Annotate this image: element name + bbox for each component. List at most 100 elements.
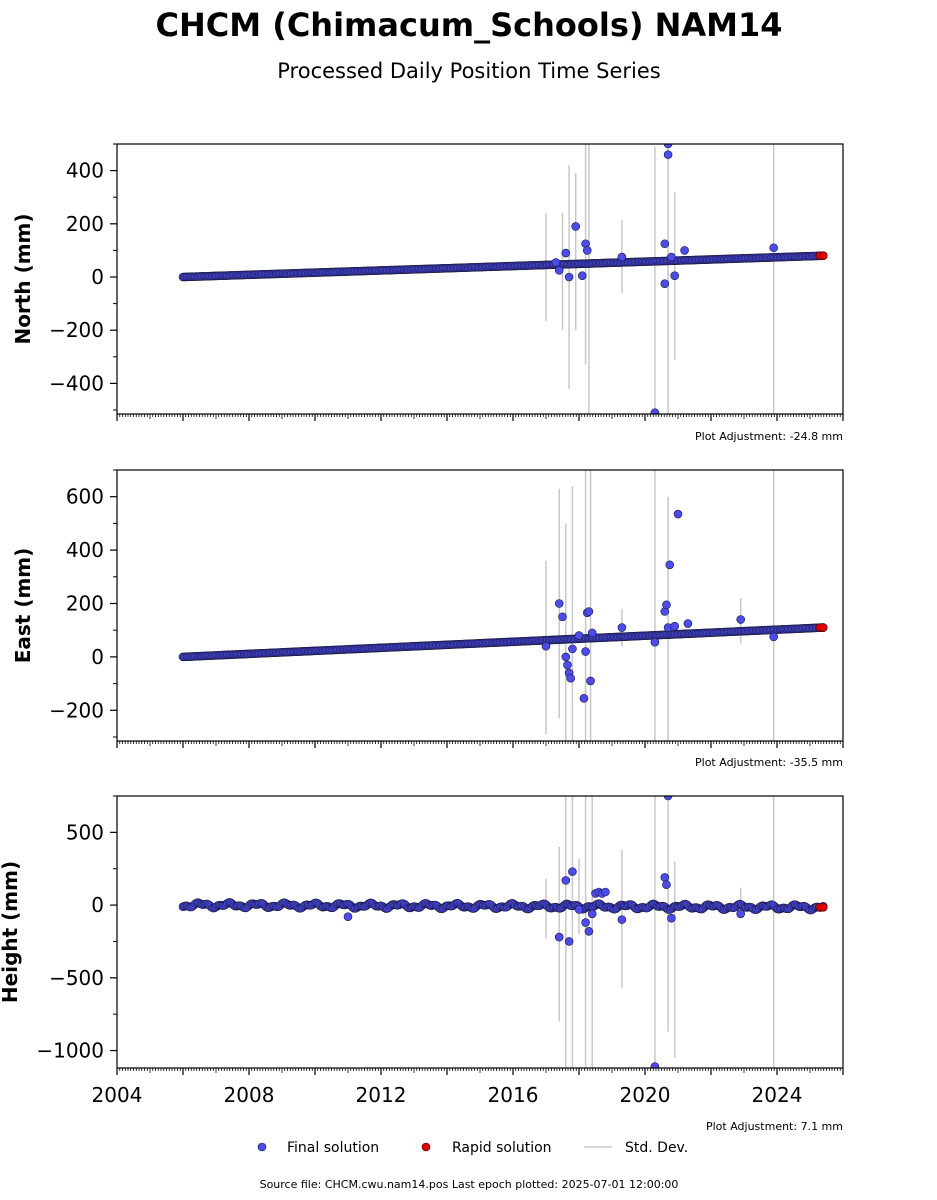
final-solution-point xyxy=(680,246,689,255)
rapid-solution-point xyxy=(818,251,828,261)
final-solution-point xyxy=(541,641,551,651)
y-axis-label: Height (mm) xyxy=(0,861,22,1003)
y-tick-label: −500 xyxy=(49,966,104,990)
final-solution-point xyxy=(660,279,670,288)
final-solution-point xyxy=(617,915,627,924)
final-solution-point xyxy=(563,660,572,670)
x-tick-label: 2024 xyxy=(752,1083,803,1107)
final-solution-point xyxy=(561,652,571,662)
final-solution-point xyxy=(558,612,567,622)
height-panel: −1000 −500 0 500 2004 2008 2012 2016 2020 2024 Hei… xyxy=(0,795,844,1133)
final-solution-point xyxy=(673,509,683,519)
east-panel: −200 0 200 400 600 East (mm) Plot Adjustment: … xyxy=(11,469,844,769)
final-solution-point xyxy=(574,905,584,914)
final-solution-point xyxy=(586,676,595,686)
plot-area xyxy=(178,470,828,741)
plot-frame xyxy=(116,469,844,742)
y-tick-label: 400 xyxy=(66,538,104,562)
plot-area xyxy=(178,144,828,414)
final-solution-point xyxy=(670,621,680,631)
rapid-solution-point xyxy=(818,902,828,912)
final-solution-point xyxy=(736,909,746,919)
legend-rapid-marker xyxy=(421,1142,431,1152)
y-tick-label: 600 xyxy=(66,485,104,509)
final-solution-point xyxy=(564,937,574,946)
y-tick-label: −200 xyxy=(49,698,104,722)
y-tick-label: 500 xyxy=(66,820,104,844)
final-solution-point xyxy=(665,560,675,570)
x-tick-label: 2004 xyxy=(92,1083,143,1107)
plot-frame xyxy=(116,795,844,1069)
final-solution-point xyxy=(554,932,564,942)
final-solution-point xyxy=(670,271,680,280)
chart-title: CHCM (Chimacum_Schools) NAM14 xyxy=(155,6,782,44)
final-solution-point xyxy=(736,615,746,624)
final-solution-point xyxy=(551,258,561,267)
final-solution-point xyxy=(568,644,577,654)
rapid-solution-point xyxy=(818,623,828,632)
y-tick-label: 200 xyxy=(66,212,104,236)
legend-final-label: Final solution xyxy=(287,1140,379,1156)
final-solution-point xyxy=(587,909,597,919)
plot-adjustment-note: Plot Adjustment: 7.1 mm xyxy=(706,1120,843,1133)
final-solution-point xyxy=(554,266,564,275)
chart-subtitle: Processed Daily Position Time Series xyxy=(277,59,661,83)
final-solution-point xyxy=(568,867,577,876)
final-solution-point xyxy=(663,796,673,801)
y-tick-label: −400 xyxy=(49,371,104,395)
final-solution-point xyxy=(561,876,571,885)
y-axis-label: North (mm) xyxy=(11,213,35,344)
y-tick-label: 200 xyxy=(66,591,104,615)
final-solution-point xyxy=(617,252,627,262)
final-solution-point xyxy=(662,600,671,610)
final-solution-point xyxy=(683,619,693,628)
final-solution-point xyxy=(650,637,660,647)
final-solution-point xyxy=(566,673,576,683)
y-tick-label: 0 xyxy=(91,265,104,289)
y-tick-label: 400 xyxy=(66,159,104,183)
x-tick-label: 2016 xyxy=(488,1083,539,1107)
final-solution-point xyxy=(662,880,671,890)
final-solution-point xyxy=(601,887,610,897)
final-solution-point xyxy=(667,913,676,923)
final-solution-point xyxy=(581,647,590,656)
x-tick-label: 2012 xyxy=(356,1083,407,1107)
source-footer: Source file: CHCM.cwu.nam14.pos Last epo… xyxy=(260,1178,679,1191)
final-solution-point xyxy=(561,248,571,258)
final-solution-point xyxy=(581,918,590,927)
final-solution-point xyxy=(574,631,584,640)
plot-adjustment-note: Plot Adjustment: -35.5 mm xyxy=(695,756,843,769)
y-tick-label: −1000 xyxy=(36,1039,104,1063)
plot-area xyxy=(178,796,828,1068)
x-tick-label: 2020 xyxy=(620,1083,671,1107)
x-tick-label: 2008 xyxy=(224,1083,275,1107)
y-tick-label: 0 xyxy=(91,893,104,917)
plot-adjustment-note: Plot Adjustment: -24.8 mm xyxy=(695,430,843,443)
final-solution-point xyxy=(617,623,627,632)
final-solution-point xyxy=(582,246,592,255)
final-solution-point xyxy=(577,271,587,280)
final-solution-point xyxy=(769,632,779,642)
final-solution-point xyxy=(554,599,564,608)
final-solution-point xyxy=(769,243,779,253)
legend: Final solution Rapid solution Std. Dev. xyxy=(257,1140,688,1156)
final-solution-point xyxy=(663,144,673,149)
final-solution-point xyxy=(650,1062,660,1068)
legend-std-label: Std. Dev. xyxy=(625,1140,688,1156)
final-solution-point xyxy=(660,239,670,249)
final-solution-point xyxy=(667,252,676,262)
legend-final-marker xyxy=(257,1142,267,1152)
y-tick-label: −200 xyxy=(49,318,104,342)
y-axis-label: East (mm) xyxy=(11,548,35,664)
final-solution-point xyxy=(584,607,594,616)
final-solution-point xyxy=(571,222,581,231)
final-solution-point xyxy=(587,628,597,638)
final-solution-point xyxy=(564,272,574,282)
final-solution-point xyxy=(650,408,660,414)
y-tick-label: 0 xyxy=(91,645,104,669)
final-solution-point xyxy=(343,912,353,922)
north-panel: −400 −200 0 200 400 North (mm) Plot Adjustment… xyxy=(11,143,844,443)
final-solution-point xyxy=(579,693,589,703)
final-solution-point xyxy=(660,873,670,882)
